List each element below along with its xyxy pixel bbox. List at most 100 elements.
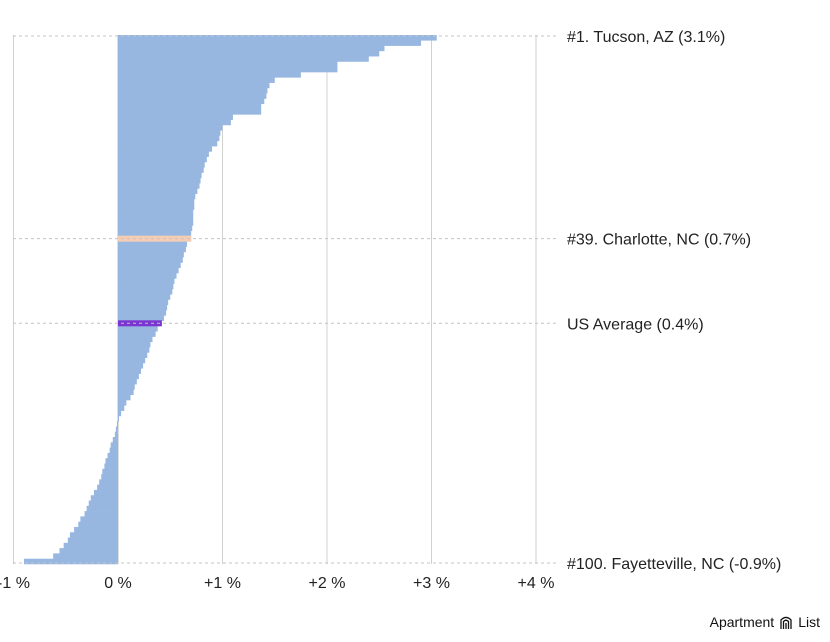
bar-rank-40 (118, 241, 187, 247)
bar-rank-93 (78, 521, 118, 528)
gridlines (13, 35, 537, 564)
brand-word-apartment: Apartment (709, 614, 775, 630)
bar-rank-19 (118, 130, 221, 136)
bar-rank-18 (118, 124, 223, 131)
bar-rank-95 (69, 532, 118, 538)
bar-rank-5 (118, 56, 369, 62)
bar-rank-88 (90, 495, 118, 501)
bar-rank-71 (118, 405, 125, 411)
bar-rank-63 (118, 362, 144, 369)
bar-rank-80 (107, 452, 118, 459)
bar-rank-43 (118, 257, 183, 263)
bar-rank-91 (84, 511, 118, 517)
bar-rank-25 (118, 161, 205, 168)
bar-rank-47 (118, 278, 175, 284)
callout-label-0: #1. Tucson, AZ (3.1%) (567, 29, 725, 46)
bar-rank-62 (118, 357, 146, 364)
bar-rank-84 (101, 474, 118, 480)
bar-rank-4 (118, 50, 380, 57)
bar-rank-42 (118, 251, 184, 258)
bar-rank-29 (118, 183, 200, 189)
bar-rank-32 (118, 198, 195, 205)
bar-rank-66 (118, 378, 137, 385)
bar-rank-99 (53, 553, 118, 560)
bar-rank-24 (118, 156, 207, 163)
x-tick-label-4: +3 % (413, 575, 450, 592)
bar-rank-72 (118, 410, 122, 417)
bar-rank-69 (118, 394, 131, 401)
bar-rank-56 (118, 325, 158, 332)
callout-label-2: US Average (0.4%) (567, 316, 704, 333)
bar-rank-68 (118, 389, 134, 396)
bar-rank-46 (118, 273, 177, 279)
bar-rank-89 (88, 500, 118, 507)
bar-rank-38 (118, 230, 192, 237)
bar-rank-33 (118, 204, 195, 210)
brand-word-list: List (798, 614, 820, 630)
bar-rank-96 (67, 537, 118, 544)
bar-rank-67 (118, 384, 135, 390)
highlight-bar-0 (118, 235, 192, 242)
apartment-list-logo-icon (780, 616, 792, 629)
bar-rank-79 (109, 447, 118, 454)
bar-rank-35 (118, 214, 194, 221)
bar-rank-98 (59, 548, 118, 554)
bar-rank-100 (23, 558, 119, 565)
bar-rank-60 (118, 347, 150, 353)
bar-rank-94 (74, 526, 118, 533)
bar-rank-6 (118, 61, 338, 68)
bar-rank-53 (118, 310, 167, 316)
bar-rank-1 (118, 35, 437, 41)
bar-rank-86 (97, 484, 118, 491)
x-tick-label-1: 0 % (104, 575, 132, 592)
bar-rank-34 (118, 209, 194, 216)
bar-rank-21 (118, 140, 218, 147)
bar-rank-81 (105, 458, 118, 464)
bar-rank-13 (118, 98, 265, 105)
bars (23, 35, 437, 565)
x-tick-label-2: +1 % (204, 575, 241, 592)
bar-rank-7 (118, 66, 338, 73)
bar-rank-70 (118, 400, 127, 406)
bar-rank-48 (118, 283, 174, 290)
bar-rank-76 (114, 431, 118, 438)
bar-rank-27 (118, 172, 202, 179)
bar-rank-10 (118, 82, 270, 89)
bar-rank-65 (118, 373, 139, 380)
bar-rank-36 (118, 220, 194, 226)
bar-rank-31 (118, 193, 196, 200)
bar-rank-52 (118, 304, 168, 311)
bar-rank-97 (63, 542, 118, 549)
bar-rank-23 (118, 151, 209, 157)
bar-rank-78 (110, 442, 118, 448)
bar-rank-11 (118, 87, 268, 94)
bar-rank-8 (118, 72, 301, 78)
bar-rank-17 (118, 119, 231, 126)
bar-rank-90 (86, 505, 118, 512)
bar-rank-83 (102, 468, 118, 475)
x-axis: -1 % 0 % +1 % +2 % +3 % +4 % (0, 575, 554, 592)
bar-rank-85 (99, 479, 118, 485)
bar-rank-75 (115, 426, 118, 433)
bar-rank-15 (118, 109, 262, 115)
bar-rank-20 (118, 135, 220, 142)
bar-rank-2 (118, 40, 422, 46)
bar-rank-37 (118, 225, 193, 232)
bar-rank-92 (80, 516, 118, 522)
bar-rank-14 (118, 103, 262, 110)
callout-label-1: #39. Charlotte, NC (0.7%) (567, 232, 751, 249)
bar-rank-64 (118, 368, 141, 374)
brand-logo[interactable]: Apartment List (710, 614, 820, 630)
bar-rank-45 (118, 267, 179, 274)
bar-rank-82 (104, 463, 118, 470)
bar-rank-74 (116, 421, 118, 427)
bar-rank-44 (118, 262, 181, 269)
bar-rank-51 (118, 299, 169, 306)
bar-rank-54 (118, 315, 164, 321)
bar-rank-50 (118, 294, 171, 300)
bar-rank-49 (118, 288, 173, 295)
bar-rank-16 (118, 114, 233, 120)
bar-rank-77 (112, 437, 118, 443)
bar-rank-22 (118, 146, 213, 152)
